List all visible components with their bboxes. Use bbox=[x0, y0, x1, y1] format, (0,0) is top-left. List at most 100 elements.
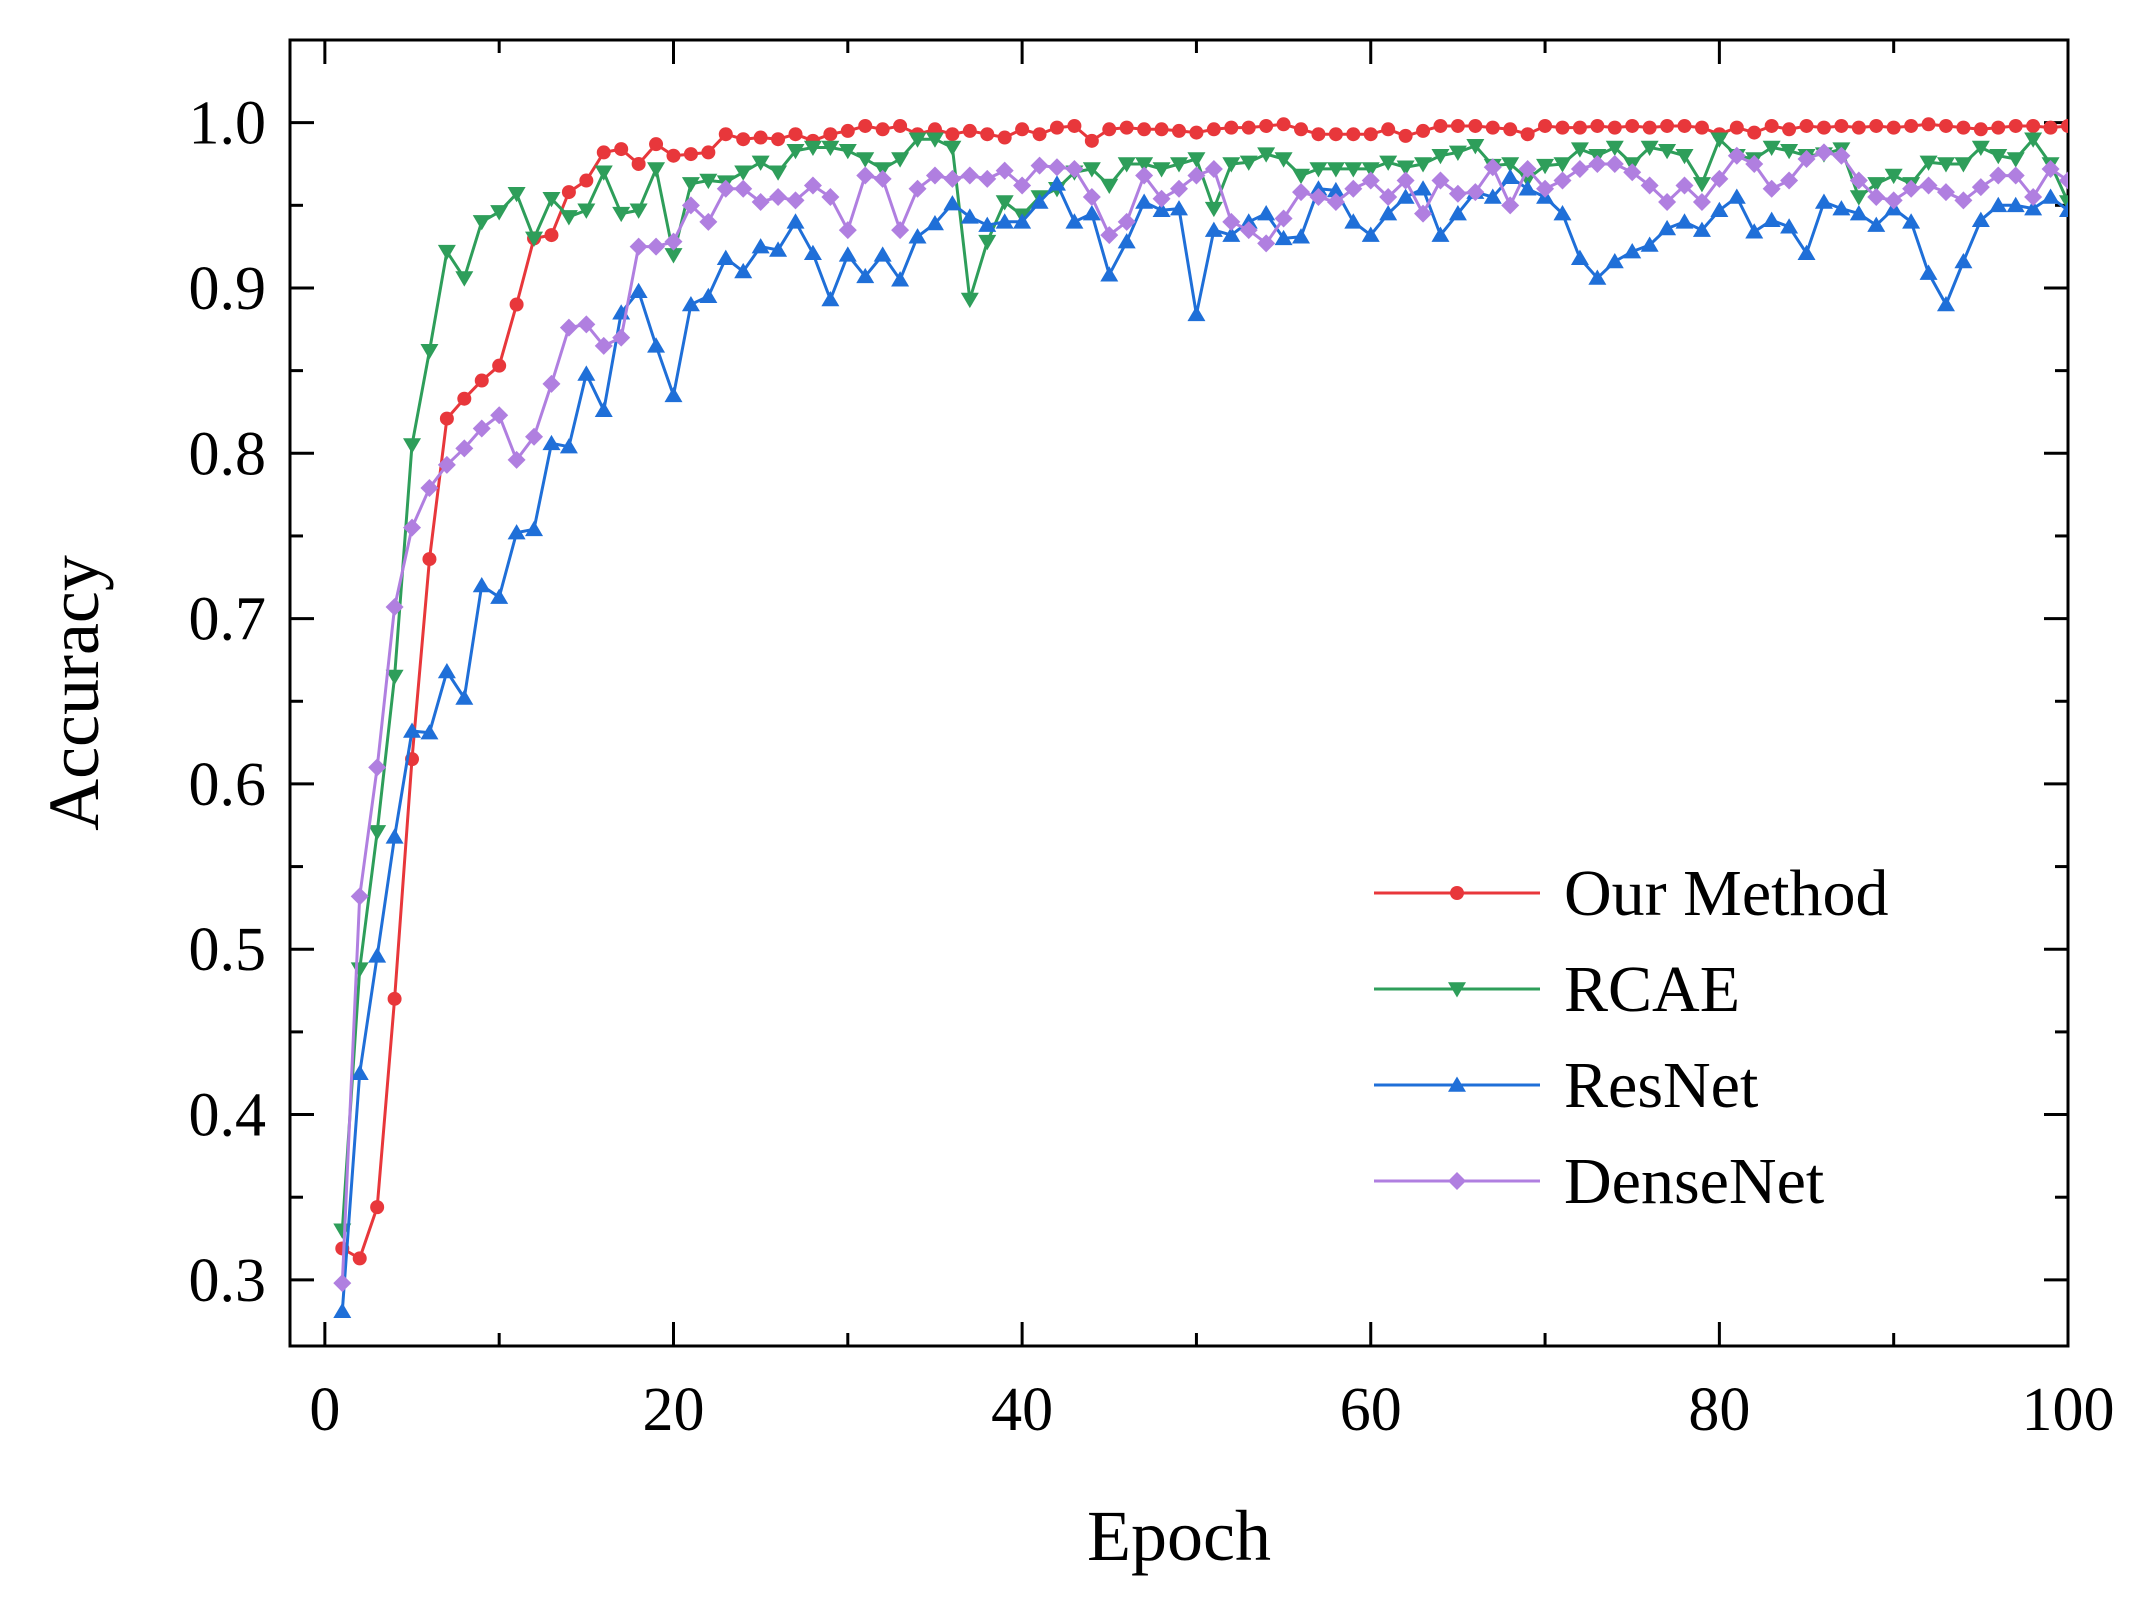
data-point bbox=[1851, 120, 1866, 135]
x-tick-labels: 0 20 40 60 80 100 bbox=[309, 1376, 2114, 1444]
data-point bbox=[1971, 211, 1990, 227]
data-point bbox=[943, 140, 962, 157]
data-point bbox=[1381, 122, 1396, 137]
plot-frame bbox=[288, 38, 2070, 1348]
data-point bbox=[1797, 244, 1816, 261]
data-point bbox=[716, 249, 735, 265]
data-point bbox=[1989, 148, 2008, 165]
data-point bbox=[1675, 213, 1694, 229]
data-point bbox=[1677, 118, 1692, 133]
data-point bbox=[333, 1302, 352, 1319]
data-point bbox=[420, 479, 439, 498]
data-point bbox=[701, 145, 716, 160]
data-point bbox=[1605, 252, 1624, 269]
data-point bbox=[472, 576, 491, 593]
data-point bbox=[507, 450, 526, 469]
data-point bbox=[1886, 120, 1901, 135]
y-tick-label: 1.0 bbox=[189, 90, 267, 158]
data-point bbox=[838, 144, 857, 160]
data-point bbox=[1605, 140, 1624, 157]
data-point bbox=[995, 213, 1014, 229]
data-point bbox=[472, 215, 491, 231]
data-point bbox=[385, 598, 404, 617]
data-point bbox=[1694, 120, 1709, 135]
data-point bbox=[629, 282, 648, 299]
data-point bbox=[1884, 168, 1903, 185]
series-line bbox=[341, 122, 2068, 1260]
data-point bbox=[823, 127, 838, 142]
data-point bbox=[1326, 181, 1345, 198]
data-point bbox=[1082, 162, 1101, 178]
data-point bbox=[1553, 157, 1572, 173]
data-point bbox=[1902, 179, 1921, 198]
data-point bbox=[873, 246, 892, 262]
data-point bbox=[1396, 188, 1415, 204]
legend-marker bbox=[1448, 1076, 1466, 1092]
series-line bbox=[340, 175, 2068, 1312]
data-point bbox=[1328, 127, 1343, 142]
data-point bbox=[1309, 188, 1328, 207]
data-point bbox=[997, 130, 1012, 145]
legend-label: RCAE bbox=[1564, 953, 1740, 1026]
data-point bbox=[1902, 213, 1921, 229]
data-point bbox=[1623, 163, 1642, 182]
data-point bbox=[1135, 157, 1154, 173]
data-point bbox=[1204, 201, 1223, 218]
data-point bbox=[1849, 205, 1868, 221]
data-point bbox=[1206, 122, 1221, 137]
data-point bbox=[1919, 155, 1938, 171]
data-point bbox=[1501, 157, 1520, 173]
data-point bbox=[1814, 143, 1833, 162]
data-point bbox=[1675, 176, 1694, 195]
data-point bbox=[474, 373, 489, 388]
data-point bbox=[699, 173, 718, 190]
data-point bbox=[1692, 193, 1711, 212]
data-point bbox=[1119, 120, 1134, 135]
data-point bbox=[1745, 154, 1764, 173]
data-point bbox=[1849, 190, 1868, 206]
series-densenet bbox=[333, 143, 2068, 1293]
data-point bbox=[1414, 180, 1433, 196]
data-point bbox=[368, 947, 387, 963]
data-point bbox=[1013, 176, 1032, 195]
series-rcae bbox=[333, 132, 2068, 1239]
data-point bbox=[1764, 118, 1779, 133]
data-point bbox=[2006, 152, 2025, 168]
data-point bbox=[455, 439, 474, 458]
data-point bbox=[1590, 118, 1605, 133]
data-point bbox=[699, 287, 718, 303]
data-point bbox=[387, 991, 402, 1006]
data-point bbox=[629, 237, 648, 256]
data-point bbox=[629, 203, 648, 219]
data-point bbox=[368, 758, 387, 777]
data-point bbox=[1222, 226, 1241, 242]
data-point bbox=[1013, 213, 1032, 229]
x-tick-label: 100 bbox=[2022, 1376, 2115, 1444]
data-point bbox=[1991, 120, 2006, 135]
data-point bbox=[753, 130, 768, 145]
data-point bbox=[1187, 305, 1206, 322]
data-point bbox=[509, 297, 524, 312]
data-point bbox=[1239, 221, 1258, 240]
data-point bbox=[1797, 150, 1816, 169]
data-point bbox=[2024, 132, 2043, 148]
data-point bbox=[891, 221, 910, 240]
data-point bbox=[1172, 123, 1186, 138]
data-point bbox=[1727, 188, 1746, 204]
data-point bbox=[978, 169, 997, 188]
data-point bbox=[995, 161, 1014, 180]
data-point bbox=[788, 127, 803, 142]
data-point bbox=[751, 193, 770, 212]
data-point bbox=[2006, 166, 2025, 185]
data-point bbox=[1448, 145, 1467, 161]
data-point bbox=[978, 216, 997, 232]
data-point bbox=[1658, 193, 1677, 212]
data-point bbox=[1239, 213, 1258, 229]
data-point bbox=[978, 234, 997, 251]
data-point bbox=[1448, 184, 1467, 203]
data-point bbox=[962, 123, 977, 138]
data-point bbox=[1867, 216, 1886, 232]
legend-item: RCAE bbox=[1374, 953, 1740, 1026]
data-point bbox=[2026, 118, 2041, 133]
data-point bbox=[1361, 171, 1380, 190]
